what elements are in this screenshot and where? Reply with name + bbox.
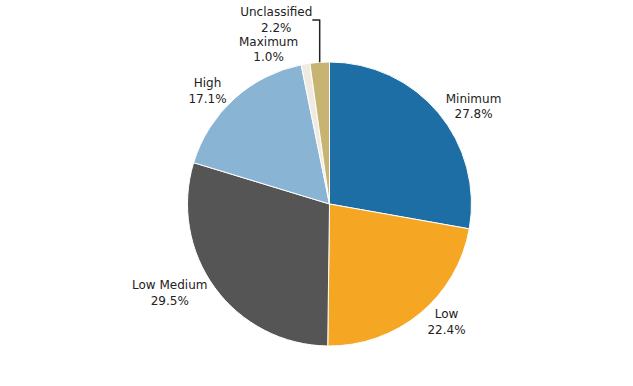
svg-text:Low22.4%: Low22.4% bbox=[427, 307, 465, 337]
svg-text:Unclassified2.2%: Unclassified2.2% bbox=[240, 5, 312, 35]
svg-text:Minimum27.8%: Minimum27.8% bbox=[446, 92, 502, 122]
svg-text:Low Medium29.5%: Low Medium29.5% bbox=[132, 278, 207, 308]
svg-text:High17.1%: High17.1% bbox=[188, 76, 226, 106]
svg-text:Maximum1.0%: Maximum1.0% bbox=[239, 35, 298, 65]
